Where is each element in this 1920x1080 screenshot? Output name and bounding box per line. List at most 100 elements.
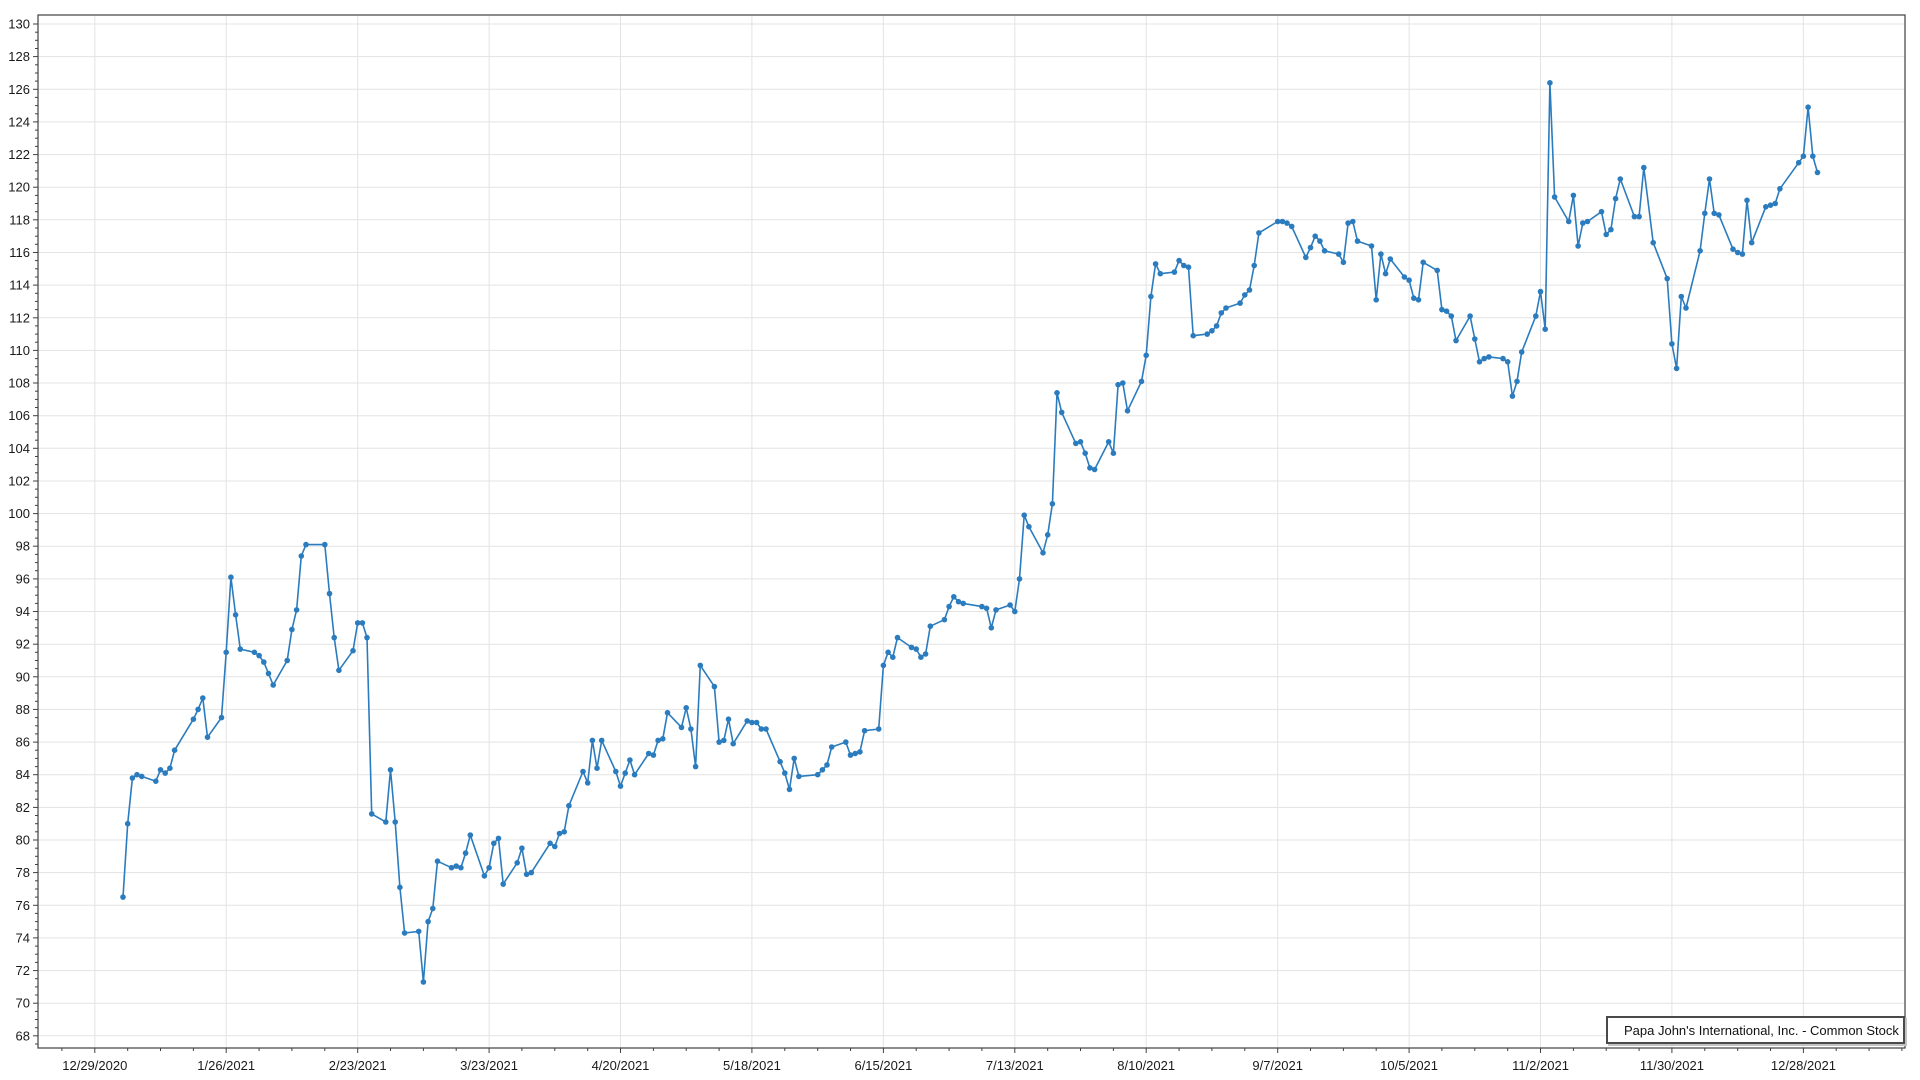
data-point[interactable] (753, 719, 760, 726)
data-point[interactable] (167, 765, 173, 771)
data-point[interactable] (927, 623, 934, 629)
data-point[interactable] (683, 705, 689, 711)
data-point[interactable] (1603, 231, 1609, 238)
data-point[interactable] (453, 863, 460, 869)
data-point[interactable] (908, 644, 915, 651)
data-point[interactable] (500, 881, 507, 887)
data-point[interactable] (716, 739, 722, 745)
data-point[interactable] (1401, 274, 1408, 280)
data-point[interactable] (1077, 439, 1084, 445)
data-point[interactable] (448, 864, 455, 871)
data-point[interactable] (1706, 176, 1713, 182)
data-point[interactable] (322, 541, 328, 548)
data-point[interactable] (1500, 355, 1506, 362)
data-point[interactable] (190, 716, 197, 722)
data-point[interactable] (528, 869, 535, 876)
data-point[interactable] (420, 979, 427, 985)
data-point[interactable] (1472, 336, 1478, 342)
data-point[interactable] (721, 737, 727, 744)
data-point[interactable] (941, 616, 948, 623)
data-point[interactable] (1612, 195, 1619, 202)
data-point[interactable] (1204, 331, 1210, 337)
data-point[interactable] (1537, 288, 1544, 295)
data-point[interactable] (303, 541, 309, 548)
data-point[interactable] (660, 736, 666, 742)
data-point[interactable] (204, 734, 211, 740)
data-point[interactable] (1467, 313, 1473, 319)
data-point[interactable] (1439, 306, 1445, 313)
data-point[interactable] (1340, 259, 1347, 266)
data-point[interactable] (913, 646, 919, 652)
data-point[interactable] (1157, 270, 1164, 277)
data-point[interactable] (261, 659, 267, 665)
data-point[interactable] (1124, 408, 1131, 414)
data-point[interactable] (631, 771, 638, 778)
data-point[interactable] (1218, 310, 1225, 316)
data-point[interactable] (880, 662, 887, 669)
data-point[interactable] (650, 752, 657, 758)
data-point[interactable] (894, 634, 901, 641)
data-point[interactable] (566, 802, 572, 809)
data-point[interactable] (1814, 169, 1821, 176)
data-point[interactable] (1284, 220, 1290, 226)
data-point[interactable] (763, 726, 769, 732)
data-point[interactable] (523, 871, 530, 878)
data-point[interactable] (1486, 354, 1492, 360)
data-point[interactable] (552, 843, 558, 850)
data-point[interactable] (1148, 293, 1154, 300)
data-point[interactable] (425, 918, 431, 925)
data-point[interactable] (1246, 287, 1253, 293)
data-point[interactable] (1617, 176, 1624, 182)
data-point[interactable] (782, 770, 788, 776)
data-point[interactable] (1716, 212, 1722, 218)
data-point[interactable] (1711, 210, 1717, 217)
data-point[interactable] (1274, 218, 1281, 225)
data-point[interactable] (491, 840, 497, 847)
data-point[interactable] (960, 600, 966, 607)
data-point[interactable] (1242, 292, 1248, 298)
data-point[interactable] (1777, 186, 1783, 192)
data-point[interactable] (434, 858, 441, 864)
data-point[interactable] (1420, 259, 1426, 266)
data-point[interactable] (1049, 501, 1056, 507)
data-point[interactable] (1608, 226, 1614, 233)
data-point[interactable] (692, 763, 699, 770)
data-point[interactable] (1335, 251, 1342, 257)
data-point[interactable] (594, 765, 600, 771)
data-point[interactable] (293, 607, 300, 613)
data-point[interactable] (171, 747, 178, 753)
data-point[interactable] (1073, 440, 1079, 447)
data-point[interactable] (1138, 378, 1145, 385)
data-point[interactable] (1256, 230, 1262, 236)
data-point[interactable] (819, 767, 826, 773)
data-point[interactable] (711, 683, 718, 690)
data-point[interactable] (1795, 159, 1802, 166)
data-point[interactable] (918, 654, 924, 660)
price-line[interactable] (122, 82, 1819, 983)
data-point[interactable] (993, 607, 999, 613)
data-point[interactable] (598, 737, 605, 744)
data-point[interactable] (1115, 381, 1121, 388)
series[interactable] (122, 82, 1819, 983)
data-point[interactable] (922, 651, 929, 657)
data-point[interactable] (256, 652, 262, 659)
data-point[interactable] (1443, 308, 1450, 315)
data-point[interactable] (1683, 305, 1689, 311)
data-point[interactable] (1547, 80, 1553, 86)
data-point[interactable] (791, 755, 797, 762)
data-point[interactable] (786, 786, 793, 793)
data-point[interactable] (678, 724, 685, 731)
data-point[interactable] (1143, 352, 1149, 359)
data-point[interactable] (1748, 239, 1755, 246)
data-point[interactable] (1641, 164, 1647, 171)
data-point[interactable] (223, 649, 229, 656)
data-point[interactable] (284, 657, 291, 664)
data-point[interactable] (401, 930, 408, 936)
data-point[interactable] (289, 626, 295, 633)
data-point[interactable] (758, 726, 765, 732)
data-point[interactable] (1350, 218, 1356, 225)
data-point[interactable] (547, 840, 553, 847)
data-point[interactable] (861, 727, 868, 734)
data-point[interactable] (1251, 262, 1257, 269)
